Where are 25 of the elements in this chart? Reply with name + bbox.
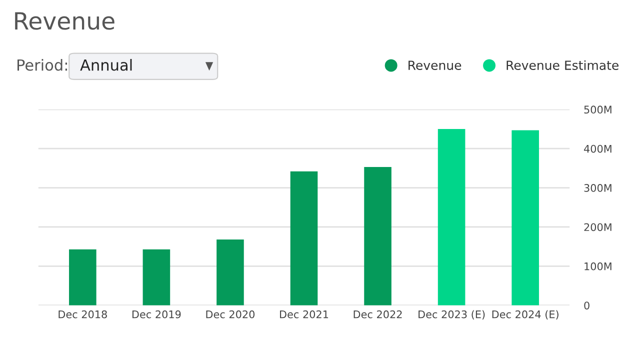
bar	[438, 129, 466, 306]
bar	[290, 171, 318, 306]
x-tick-label: Dec 2024 (E)	[492, 310, 558, 320]
y-tick-label: 500M	[584, 106, 612, 114]
y-tick-label: 0	[584, 302, 590, 310]
bar	[69, 249, 96, 306]
x-tick-label: Dec 2022	[354, 310, 402, 318]
y-tick-label: 300M	[584, 184, 612, 192]
bar	[512, 130, 539, 306]
bar	[216, 240, 244, 306]
legend-label: Revenue	[408, 60, 462, 70]
text: Annual	[80, 58, 132, 71]
x-tick-label: Dec 2023 (E)	[418, 310, 485, 320]
bar	[142, 249, 170, 306]
x-tick-label: Dec 2018	[58, 310, 107, 318]
chart-title: Revenue	[15, 12, 114, 30]
y-tick-label: 200M	[584, 223, 612, 232]
x-tick-label: Dec 2019	[132, 310, 181, 318]
legend-label: Revenue Estimate	[506, 60, 618, 70]
y-tick-label: 100M	[584, 262, 612, 270]
x-tick-label: Dec 2021	[280, 310, 328, 318]
x-tick-label: Dec 2020	[206, 310, 255, 318]
bar	[364, 167, 392, 306]
text: Period:	[18, 58, 67, 71]
y-tick-label: 400M	[584, 144, 612, 153]
